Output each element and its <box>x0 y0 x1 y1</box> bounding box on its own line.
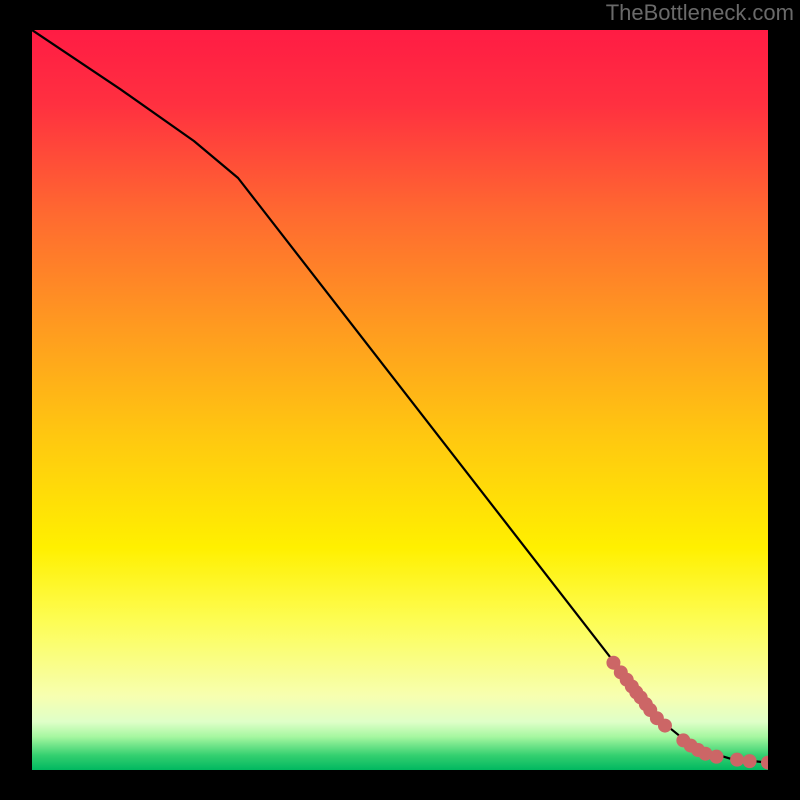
plot-area <box>32 30 768 770</box>
marker-point <box>709 750 723 764</box>
marker-point <box>658 719 672 733</box>
marker-point <box>730 753 744 767</box>
marker-point <box>743 754 757 768</box>
chart-background <box>32 30 768 770</box>
attribution-text: TheBottleneck.com <box>606 0 794 26</box>
